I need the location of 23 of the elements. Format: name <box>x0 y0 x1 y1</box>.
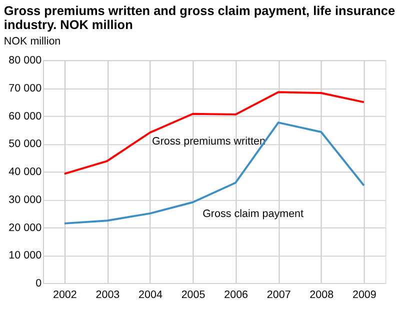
y-axis-title: NOK million <box>4 35 61 48</box>
y-tick-label: 30 000 <box>8 194 42 206</box>
chart-title: Gross premiums written and gross claim payment, life insurance industry. NOK million <box>4 3 396 32</box>
x-tick-label: 2004 <box>138 289 162 302</box>
y-tick-label: 70 000 <box>8 82 42 94</box>
y-tick-label: 10 000 <box>8 250 42 262</box>
x-tick-label: 2008 <box>310 289 334 302</box>
line-series <box>63 122 365 224</box>
y-tick-label: 80 000 <box>8 54 42 67</box>
y-tick-label: 40 000 <box>8 166 42 178</box>
x-tick-label: 2009 <box>352 289 376 302</box>
x-tick-label: 2003 <box>96 289 120 302</box>
line-series <box>63 91 365 175</box>
x-tick-label: 2006 <box>224 289 248 302</box>
y-tick-label: 20 000 <box>8 222 42 234</box>
x-tick-label: 2007 <box>266 289 291 302</box>
x-tick-label: 2005 <box>181 289 206 302</box>
x-tick-label: 2002 <box>52 289 77 302</box>
y-tick-label: 60 000 <box>8 110 42 122</box>
series-label: Gross claim payment <box>202 208 304 220</box>
y-tick-label: 50 000 <box>8 138 42 150</box>
y-tick-label: 0 <box>36 278 42 290</box>
series-label: Gross premiums written <box>152 135 266 148</box>
